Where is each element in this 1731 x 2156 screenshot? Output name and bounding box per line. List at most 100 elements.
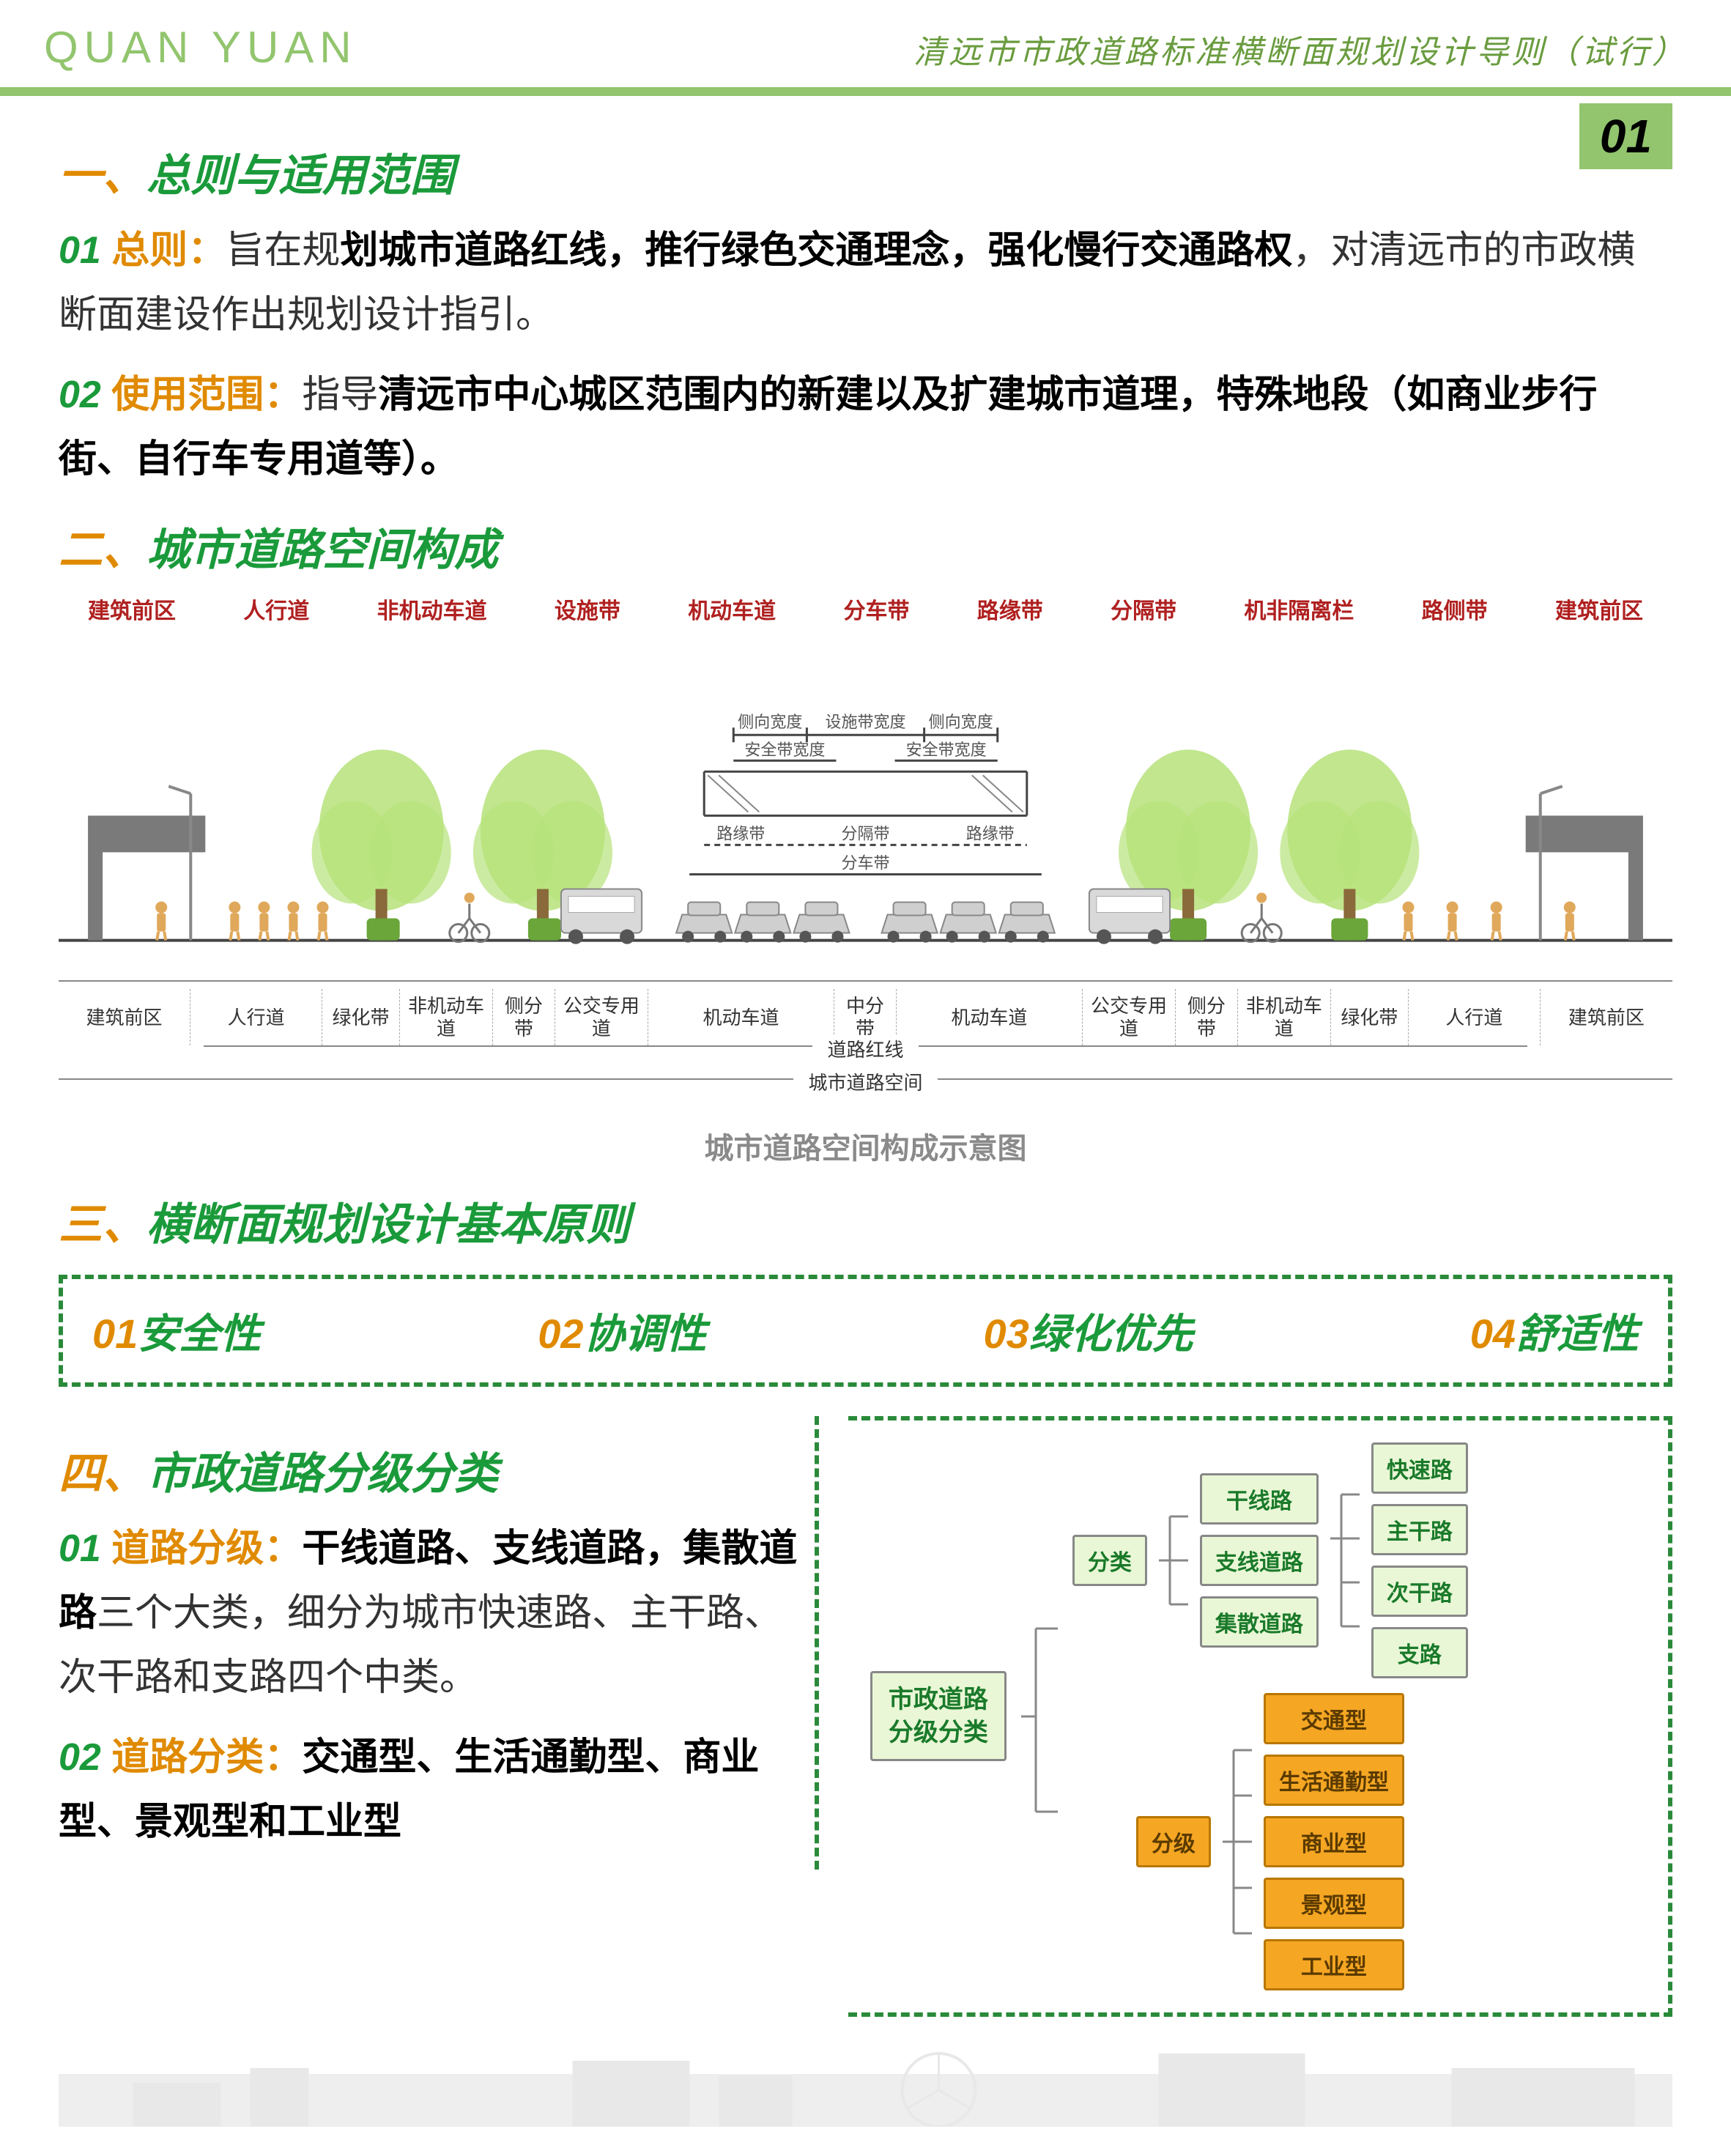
cs-bottom-cell: 公交专用道 xyxy=(555,989,648,1045)
cs-svg: 侧向宽度 设施带宽度 侧向宽度 安全带宽度 安全带宽度 路缘带 分隔带 路缘带 … xyxy=(59,625,1672,977)
tree-leaf-green: 主干路 xyxy=(1371,1504,1468,1555)
svg-text:侧向宽度: 侧向宽度 xyxy=(929,713,993,731)
section3-title: 三、横断面规划设计基本原则 xyxy=(59,1189,1672,1253)
svg-text:路缘带: 路缘带 xyxy=(966,824,1015,842)
svg-text:安全带宽度: 安全带宽度 xyxy=(906,741,987,759)
cs-top-labels: 建筑前区人行道非机动车道设施带机动车道分车带路缘带分隔带机非隔离栏路侧带建筑前区 xyxy=(59,593,1672,625)
section3-num: 三、 xyxy=(59,1200,147,1249)
section4-item1: 01 道路分级：干线道路、支线道路，集散道路三个大类，细分为城市快速路、主干路、… xyxy=(59,1516,800,1711)
tree-connector-1 xyxy=(1021,1563,1058,1870)
cs-top-label: 分隔带 xyxy=(1111,593,1176,625)
cs-top-label: 非机动车道 xyxy=(377,593,487,625)
tree-leaf-green: 支线道路 xyxy=(1200,1535,1319,1586)
cs-bottom-cell: 机动车道 xyxy=(648,989,834,1045)
tree-leaf-orange: 商业型 xyxy=(1264,1816,1404,1867)
section4-left: 四、市政道路分级分类 01 道路分级：干线道路、支线道路，集散道路三个大类，细分… xyxy=(59,1416,819,1870)
section4-tree: 市政道路分级分类 分类 干线路支线道路集散道路 xyxy=(848,1416,1672,2017)
tree-branch2: 分级 xyxy=(1136,1816,1211,1867)
s1-i1-num: 01 xyxy=(59,229,101,272)
section2-num: 二、 xyxy=(59,525,147,574)
cs-top-label: 分车带 xyxy=(843,593,909,625)
s4-i2-colon: ： xyxy=(264,1736,302,1779)
principle-item: 01安全性 xyxy=(92,1301,261,1360)
s4-i1-num: 01 xyxy=(59,1527,101,1570)
s1-i2-num: 02 xyxy=(59,374,101,416)
cs-bottom-cell: 人行道 xyxy=(1409,989,1541,1045)
s4-i1-tail: 三个大类，细分为城市快速路、主干路、次干路和支路四个中类。 xyxy=(59,1592,782,1699)
section1-title: 一、总则与适用范围 xyxy=(59,140,1672,204)
cs-top-label: 机动车道 xyxy=(688,593,776,625)
svg-text:设施带宽度: 设施带宽度 xyxy=(825,713,905,731)
s1-i1-lead: 旨在规 xyxy=(226,229,340,272)
tree-leaf-green: 支路 xyxy=(1371,1627,1468,1678)
tree-leaf-orange: 景观型 xyxy=(1264,1878,1404,1929)
cs-top-label: 人行道 xyxy=(243,593,309,625)
cs-bottom-cell: 公交专用道 xyxy=(1083,989,1176,1045)
cs-bottom-cell: 侧分带 xyxy=(1176,989,1238,1045)
section2-title: 二、城市道路空间构成 xyxy=(59,514,1672,578)
cs-rule2-label: 城市道路空间 xyxy=(793,1068,937,1095)
page-number-badge: 01 xyxy=(1579,103,1672,169)
principle-item: 03绿化优先 xyxy=(983,1301,1193,1360)
s4-i1-colon: ： xyxy=(264,1527,302,1570)
tree-leaf-green: 次干路 xyxy=(1371,1566,1468,1617)
svg-text:分隔带: 分隔带 xyxy=(841,824,889,842)
cs-caption: 城市道路空间构成示意图 xyxy=(59,1125,1672,1167)
tree-leaf-orange: 生活通勤型 xyxy=(1264,1755,1404,1806)
tree-connector-3 xyxy=(1330,1476,1360,1645)
svg-text:安全带宽度: 安全带宽度 xyxy=(744,741,825,759)
s1-i2-colon: ： xyxy=(264,374,302,416)
s1-i1-colon: ： xyxy=(188,229,226,272)
s1-i1-bold: 划城市道路红线，推行绿色交通理念，强化慢行交通路权 xyxy=(340,229,1292,272)
tree-branch1: 分类 xyxy=(1072,1535,1147,1586)
principle-item: 04舒适性 xyxy=(1470,1301,1639,1360)
cs-top-label: 建筑前区 xyxy=(1555,593,1643,625)
brand: QUAN YUAN xyxy=(44,22,357,73)
s4-i2-num: 02 xyxy=(59,1736,101,1779)
section4-title: 四、市政道路分级分类 xyxy=(59,1438,800,1502)
tree-connector-4 xyxy=(1223,1732,1252,1952)
section1-item1: 01 总则：旨在规划城市道路红线，推行绿色交通理念，强化慢行交通路权，对清远市的… xyxy=(59,218,1672,348)
tree-leaf-orange: 工业型 xyxy=(1264,1939,1404,1990)
svg-text:分车带: 分车带 xyxy=(841,853,889,872)
tree-leaf-orange: 交通型 xyxy=(1264,1693,1404,1744)
s1-i2-label: 使用范围 xyxy=(111,374,264,416)
tree-leaf-green: 集散道路 xyxy=(1200,1596,1319,1648)
cs-rule1-label: 道路红线 xyxy=(812,1035,918,1062)
section3-text: 横断面规划设计基本原则 xyxy=(147,1200,630,1249)
cs-top-label: 路缘带 xyxy=(977,593,1043,625)
cs-illustration: 侧向宽度 设施带宽度 侧向宽度 安全带宽度 安全带宽度 路缘带 分隔带 路缘带 … xyxy=(59,625,1672,981)
cs-top-label: 机非隔离栏 xyxy=(1244,593,1354,625)
principles-box: 01安全性 02协调性 03绿化优先 04舒适性 xyxy=(59,1275,1672,1387)
page-header: QUAN YUAN 清远市市政道路标准横断面规划设计导则（试行） xyxy=(0,0,1731,96)
principle-item: 02协调性 xyxy=(538,1301,706,1360)
section2-text: 城市道路空间构成 xyxy=(147,525,498,574)
section1-text: 总则与适用范围 xyxy=(147,151,454,200)
cs-bottom-cell: 绿化带 xyxy=(322,989,400,1045)
cs-top-label: 建筑前区 xyxy=(88,593,176,625)
tree-connector-2 xyxy=(1159,1498,1188,1623)
cs-bottom-cell: 建筑前区 xyxy=(1541,989,1672,1045)
section1-num: 一、 xyxy=(59,151,147,200)
section1-item2: 02 使用范围：指导清远市中心城区范围内的新建以及扩建城市道理，特殊地段（如商业… xyxy=(59,363,1672,492)
cs-bottom-cell: 非机动车道 xyxy=(1238,989,1331,1045)
s4-i2-label: 道路分类 xyxy=(111,1736,264,1779)
svg-text:路缘带: 路缘带 xyxy=(716,824,765,842)
section4-num: 四、 xyxy=(59,1449,147,1498)
cs-bottom-cell: 建筑前区 xyxy=(59,989,190,1045)
footer-silhouette xyxy=(59,2039,1672,2127)
cs-bottom-cell: 侧分带 xyxy=(493,989,555,1045)
section4-text: 市政道路分级分类 xyxy=(147,1449,498,1498)
doc-title: 清远市市政道路标准横断面规划设计导则（试行） xyxy=(913,26,1687,73)
section4-item2: 02 道路分类：交通型、生活通勤型、商业型、景观型和工业型 xyxy=(59,1725,800,1855)
tree-root: 市政道路分级分类 xyxy=(870,1671,1007,1760)
cs-bottom-cell: 机动车道 xyxy=(897,989,1083,1045)
cs-bottom-cell: 人行道 xyxy=(190,989,322,1045)
cs-rule-space: 城市道路空间 xyxy=(59,1078,1672,1107)
s4-i1-label: 道路分级 xyxy=(111,1527,264,1570)
svg-text:侧向宽度: 侧向宽度 xyxy=(738,713,802,731)
s1-i1-label: 总则 xyxy=(111,229,188,272)
cs-top-label: 设施带 xyxy=(555,593,620,625)
cross-section-diagram: 建筑前区人行道非机动车道设施带机动车道分车带路缘带分隔带机非隔离栏路侧带建筑前区 xyxy=(59,593,1672,1167)
cs-bottom-cell: 绿化带 xyxy=(1331,989,1409,1045)
